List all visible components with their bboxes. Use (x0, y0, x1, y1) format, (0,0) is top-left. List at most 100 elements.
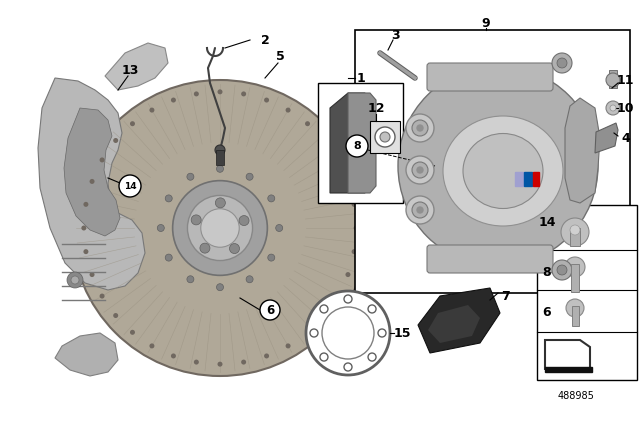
Circle shape (417, 167, 423, 173)
Circle shape (306, 291, 390, 375)
Polygon shape (348, 93, 376, 193)
Polygon shape (418, 288, 500, 353)
Circle shape (368, 305, 376, 313)
Bar (572, 306, 579, 326)
Circle shape (268, 254, 275, 261)
Polygon shape (55, 333, 118, 376)
Circle shape (149, 344, 154, 349)
Circle shape (157, 224, 164, 232)
Bar (537, 205, 637, 380)
Polygon shape (565, 98, 600, 203)
Circle shape (241, 91, 246, 96)
Circle shape (130, 330, 135, 335)
Text: 2: 2 (260, 34, 269, 47)
Polygon shape (105, 43, 168, 90)
Circle shape (557, 58, 567, 68)
Ellipse shape (443, 116, 563, 226)
Circle shape (320, 353, 328, 361)
Text: 13: 13 (122, 64, 139, 77)
Circle shape (191, 215, 201, 225)
Circle shape (83, 202, 88, 207)
FancyBboxPatch shape (427, 245, 553, 273)
Circle shape (113, 138, 118, 143)
Text: 14: 14 (124, 181, 136, 190)
Bar (609, 70, 617, 88)
Text: 8: 8 (353, 141, 361, 151)
Circle shape (187, 276, 194, 283)
Circle shape (305, 330, 310, 335)
Circle shape (557, 265, 567, 275)
Circle shape (83, 249, 88, 254)
Circle shape (246, 173, 253, 180)
Bar (515, 172, 523, 186)
Circle shape (187, 173, 194, 180)
Text: 488985: 488985 (557, 391, 595, 401)
Circle shape (346, 272, 351, 277)
Text: 14: 14 (538, 215, 556, 228)
Circle shape (81, 225, 86, 231)
Circle shape (216, 165, 223, 172)
Text: 10: 10 (616, 102, 634, 115)
Circle shape (378, 329, 386, 337)
Circle shape (346, 135, 368, 157)
Bar (545, 367, 592, 372)
Circle shape (171, 98, 176, 103)
Circle shape (406, 156, 434, 184)
Circle shape (375, 127, 395, 147)
Text: 5: 5 (276, 49, 284, 63)
Polygon shape (38, 78, 145, 290)
Circle shape (188, 195, 253, 261)
Bar (216, 150, 224, 165)
Bar (570, 228, 580, 246)
Circle shape (246, 276, 253, 283)
Text: 3: 3 (392, 29, 400, 42)
Circle shape (67, 272, 83, 288)
Bar (533, 172, 539, 186)
Circle shape (100, 293, 104, 298)
Circle shape (566, 299, 584, 317)
Circle shape (412, 202, 428, 218)
Circle shape (368, 353, 376, 361)
Circle shape (344, 295, 352, 303)
Circle shape (322, 313, 327, 318)
Circle shape (354, 225, 358, 231)
Text: 8: 8 (543, 266, 551, 279)
Bar (355, 30, 630, 293)
Circle shape (165, 195, 172, 202)
Text: 6: 6 (543, 306, 551, 319)
Circle shape (351, 249, 356, 254)
Circle shape (173, 181, 268, 276)
Circle shape (606, 73, 620, 87)
Circle shape (398, 66, 598, 266)
Circle shape (406, 196, 434, 224)
Text: 12: 12 (367, 102, 385, 115)
Circle shape (552, 53, 572, 73)
Circle shape (239, 215, 249, 225)
Circle shape (322, 307, 374, 359)
Circle shape (417, 207, 423, 213)
Circle shape (305, 121, 310, 126)
Circle shape (119, 175, 141, 197)
Circle shape (216, 284, 223, 291)
Circle shape (130, 121, 135, 126)
FancyBboxPatch shape (427, 63, 553, 91)
Bar (524, 172, 532, 186)
Circle shape (565, 257, 585, 277)
Polygon shape (330, 93, 365, 193)
Circle shape (276, 224, 283, 232)
Circle shape (230, 244, 239, 254)
Circle shape (218, 89, 223, 95)
Circle shape (171, 353, 176, 358)
Circle shape (610, 105, 616, 111)
Circle shape (320, 305, 328, 313)
Circle shape (264, 353, 269, 358)
Circle shape (201, 209, 239, 247)
Circle shape (406, 114, 434, 142)
Circle shape (561, 218, 589, 246)
Circle shape (113, 313, 118, 318)
Circle shape (268, 195, 275, 202)
Polygon shape (64, 108, 120, 236)
Polygon shape (352, 100, 368, 190)
Polygon shape (428, 305, 480, 343)
Circle shape (264, 98, 269, 103)
